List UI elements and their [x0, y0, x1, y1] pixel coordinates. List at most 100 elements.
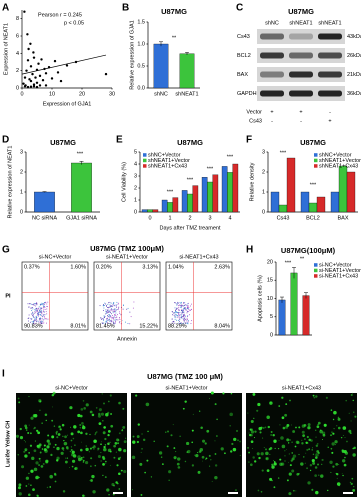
cell-dot: [187, 310, 189, 312]
fluorescent-cell: [216, 435, 218, 437]
fluorescent-cell: [53, 472, 57, 476]
fluorescent-cell: [295, 426, 297, 429]
fluorescent-cell: [80, 431, 83, 435]
x-tick-label: 0: [148, 215, 151, 221]
legend-label: shNEAT1+Cx43: [148, 163, 187, 169]
cell-dot: [41, 304, 43, 306]
scale-bar: [113, 492, 123, 494]
fluorescent-cell: [327, 446, 329, 448]
fluorescent-cell: [24, 449, 27, 452]
cell-dot: [180, 315, 182, 317]
bar: [179, 53, 195, 89]
cell-dot: [113, 322, 115, 324]
fluorescent-cell: [350, 482, 353, 486]
fluorescent-cell: [94, 432, 97, 434]
fluorescent-cell: [83, 407, 86, 410]
fluorescent-cell: [214, 475, 218, 480]
fluorescent-cell: [49, 474, 53, 479]
legend-swatch: [314, 153, 318, 157]
fluorescent-cell: [333, 428, 335, 430]
cell-dot: [174, 315, 176, 317]
cell-dot: [38, 313, 40, 315]
cell-dot: [102, 322, 104, 324]
quadrant-value: 8.04%: [214, 323, 230, 329]
panel-letter: B: [122, 3, 129, 14]
fluorescent-cell: [47, 434, 50, 437]
cell-dot: [43, 303, 45, 305]
fluorescent-cell: [33, 449, 37, 453]
cell-dot: [27, 318, 29, 320]
point: [56, 71, 60, 74]
cell-dot: [112, 318, 114, 320]
fluorescent-cell: [315, 456, 318, 459]
cell-dot: [38, 306, 40, 308]
point: [23, 76, 27, 79]
cell-dot: [46, 308, 48, 310]
treatment-sign: +: [328, 118, 331, 124]
cell-dot: [29, 303, 31, 305]
fluorescent-cell: [91, 413, 95, 417]
point: [29, 65, 33, 68]
cell-dot: [105, 320, 107, 322]
fluorescent-cell: [309, 469, 312, 472]
image-label: si-NEAT1+Vector: [166, 385, 208, 391]
cell-dot: [35, 315, 37, 317]
fluorescent-cell: [349, 481, 352, 484]
cell-dot: [103, 305, 105, 307]
fluorescent-cell: [187, 449, 191, 454]
cell-dot: [107, 319, 109, 321]
band: [289, 33, 313, 40]
quadrant-value: 8.01%: [70, 323, 86, 329]
fluorescent-cell: [288, 461, 289, 463]
fluorescent-cell: [316, 425, 320, 429]
fluorescent-cell: [341, 473, 343, 475]
fluorescent-cell: [160, 456, 163, 458]
cell-dot: [191, 320, 193, 322]
cell-dot: [183, 309, 185, 311]
fluorescent-cell: [114, 442, 118, 445]
fluorescent-cell: [102, 462, 105, 466]
fluorescent-cell: [235, 429, 239, 433]
fluorescent-cell: [262, 437, 264, 439]
fluorescent-cell: [263, 427, 265, 429]
cell-dot: [183, 307, 185, 309]
cell-dot: [177, 319, 179, 321]
cell-dot: [117, 309, 119, 311]
cell-dot: [108, 306, 110, 308]
fluorescent-cell: [107, 411, 110, 415]
fluorescent-cell: [141, 448, 143, 450]
cell-dot: [185, 304, 187, 306]
cell-dot: [176, 307, 178, 309]
cell-dot: [31, 310, 33, 312]
fluorescent-cell: [214, 464, 218, 467]
cell-dot: [178, 311, 180, 313]
point: [26, 85, 30, 89]
fluorescent-cell: [214, 403, 217, 406]
fluorescent-cell: [51, 435, 55, 439]
fluorescent-cell: [304, 438, 306, 440]
fluorescent-cell: [301, 442, 304, 445]
cell-dot: [108, 313, 110, 315]
cell-dot: [187, 306, 189, 308]
fluorescent-cell: [102, 431, 106, 435]
fluorescent-cell: [179, 435, 181, 437]
fluorescent-cell: [90, 465, 92, 467]
point: [32, 85, 36, 88]
fluorescent-cell: [39, 400, 42, 403]
cell-dot: [173, 312, 175, 314]
fluorescent-cell: [43, 444, 46, 447]
y-tick-label: 15: [267, 278, 273, 284]
cell-dot: [112, 312, 114, 314]
cell-dot: [32, 314, 34, 316]
bar: [212, 174, 219, 213]
cell-dot: [46, 313, 48, 315]
cell-dot: [187, 307, 189, 309]
cell-dot: [185, 309, 187, 311]
fluorescent-cell: [247, 412, 249, 414]
fluorescent-cell: [46, 486, 49, 489]
cell-dot: [190, 323, 192, 325]
fluorescent-cell: [182, 407, 185, 410]
y-tick-label: 2: [262, 169, 265, 175]
cell-dot: [132, 307, 134, 309]
